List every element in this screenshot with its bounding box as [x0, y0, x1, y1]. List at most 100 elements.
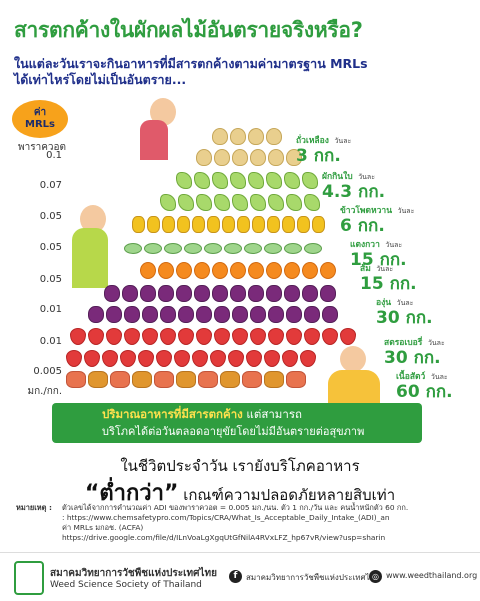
- grape-icon: [178, 306, 194, 323]
- strawberry-icon: [102, 350, 118, 367]
- notes-header: หมายเหตุ :: [16, 503, 52, 512]
- grape-icon: [230, 285, 246, 302]
- food-unit: วันละ: [397, 207, 415, 215]
- subtitle-line-1: ในแต่ละวันเราจะกินอาหารที่มีสารตกค้างตาม…: [14, 56, 368, 71]
- grape-icon: [140, 285, 156, 302]
- orange-icon: [140, 262, 156, 279]
- orange-icon: [194, 262, 210, 279]
- grape-icon: [320, 285, 336, 302]
- cucumber-icon: [164, 243, 182, 254]
- soybean-icon: [250, 149, 266, 166]
- corn-icon: [222, 216, 235, 233]
- axis-unit: มก./กก.: [27, 386, 62, 397]
- food-name: เนื้อสัตว์: [396, 372, 426, 382]
- notes-link[interactable]: : https://www.chemsafetypro.com/Topics/C…: [62, 513, 390, 522]
- strawberry-icon: [282, 350, 298, 367]
- banner-highlight: ปริมาณอาหารที่มีสารตกค้าง: [102, 407, 243, 421]
- corn-icon: [237, 216, 250, 233]
- food-amount: 6 กก.: [340, 216, 385, 236]
- grape-icon: [88, 306, 104, 323]
- leafy-vegetable-icon: [196, 194, 212, 211]
- facebook-page[interactable]: สมาคมวิทยาการวัชพืชแห่งประเทศไทย: [246, 573, 380, 582]
- strawberry-icon: [210, 350, 226, 367]
- strawberry-icon: [70, 328, 86, 345]
- axis-label: พาราควอต: [18, 142, 66, 153]
- grape-icon: [214, 306, 230, 323]
- food-label-corn: ข้าวโพดหวาน วันละ 6 กก.: [340, 198, 414, 235]
- grape-icon: [286, 306, 302, 323]
- food-amount: 4.3 กก.: [322, 182, 386, 202]
- footer: สมาคมวิทยาการวัชพืชแห่งประเทศไทย Weed Sc…: [0, 552, 480, 601]
- meat-icon: [110, 371, 130, 388]
- leafy-vegetable-icon: [214, 194, 230, 211]
- corn-icon: [312, 216, 325, 233]
- corn-icon: [162, 216, 175, 233]
- org-name-english: Weed Science Society of Thailand: [50, 580, 202, 590]
- food-name: ถั่วเหลือง: [296, 136, 329, 146]
- axis-tick: 0.005: [33, 366, 62, 377]
- leafy-vegetable-icon: [302, 172, 318, 189]
- cucumber-icon: [204, 243, 222, 254]
- strawberry-icon: [174, 350, 190, 367]
- food-unit: วันละ: [334, 137, 352, 145]
- cucumber-icon: [264, 243, 282, 254]
- soybean-icon: [266, 128, 282, 145]
- strawberry-icon: [286, 328, 302, 345]
- conclusion-emphasis: “ต่ำกว่า”: [84, 481, 179, 506]
- grape-icon: [106, 306, 122, 323]
- food-row-meat: [66, 371, 306, 388]
- cucumber-icon: [304, 243, 322, 254]
- food-unit: วันละ: [396, 299, 414, 307]
- grape-icon: [160, 306, 176, 323]
- notes-link[interactable]: https://drive.google.com/file/d/ILnVoaLg…: [62, 533, 386, 542]
- food-row-grape-2: [88, 306, 338, 323]
- food-row-orange: [140, 262, 336, 279]
- conclusion-line-2: “ต่ำกว่า” เกณฑ์ความปลอดภัยหลายสิบเท่า: [0, 475, 480, 510]
- corn-icon: [282, 216, 295, 233]
- food-label-leafy: ผักกินใบ วันละ 4.3 กก.: [322, 164, 385, 201]
- website-link[interactable]: www.weedthailand.org: [386, 571, 478, 580]
- orange-icon: [266, 262, 282, 279]
- grape-icon: [250, 306, 266, 323]
- grape-icon: [304, 306, 320, 323]
- strawberry-icon: [120, 350, 136, 367]
- society-logo-icon: [14, 561, 44, 595]
- food-label-meat: เนื้อสัตว์ วันละ 60 กก.: [396, 364, 453, 401]
- cucumber-icon: [224, 243, 242, 254]
- strawberry-icon: [160, 328, 176, 345]
- orange-icon: [230, 262, 246, 279]
- grape-icon: [104, 285, 120, 302]
- orange-icon: [248, 262, 264, 279]
- food-label-grape: องุ่น วันละ 30 กก.: [376, 290, 433, 327]
- corn-icon: [192, 216, 205, 233]
- strawberry-icon: [178, 328, 194, 345]
- food-unit: วันละ: [430, 373, 448, 381]
- orange-icon: [302, 262, 318, 279]
- food-unit: วันละ: [427, 339, 445, 347]
- globe-icon[interactable]: ◎: [369, 570, 382, 583]
- axis-tick: 0.05: [39, 274, 62, 285]
- food-unit: วันละ: [376, 265, 394, 273]
- food-row-strawberry: [70, 328, 356, 345]
- strawberry-icon: [84, 350, 100, 367]
- food-amount: 30 กก.: [376, 308, 433, 328]
- cucumber-icon: [124, 243, 142, 254]
- strawberry-icon: [124, 328, 140, 345]
- grape-icon: [322, 306, 338, 323]
- leafy-vegetable-icon: [176, 172, 192, 189]
- food-unit: วันละ: [385, 241, 403, 249]
- food-amount: 30 กก.: [384, 348, 441, 368]
- facebook-icon[interactable]: f: [229, 570, 242, 583]
- strawberry-icon: [66, 350, 82, 367]
- food-row-leafy: [176, 172, 318, 189]
- meat-icon: [154, 371, 174, 388]
- grape-icon: [284, 285, 300, 302]
- food-unit: วันละ: [358, 173, 375, 181]
- grape-icon: [248, 285, 264, 302]
- strawberry-icon: [88, 328, 104, 345]
- strawberry-icon: [300, 350, 316, 367]
- food-name: สตรอเบอรี่: [384, 338, 423, 348]
- org-name-thai: สมาคมวิทยาการวัชพืชแห่งประเทศไทย: [50, 568, 217, 579]
- meat-icon: [198, 371, 218, 388]
- page-title: สารตกค้างในผักผลไม้อันตรายจริงหรือ?: [14, 18, 363, 42]
